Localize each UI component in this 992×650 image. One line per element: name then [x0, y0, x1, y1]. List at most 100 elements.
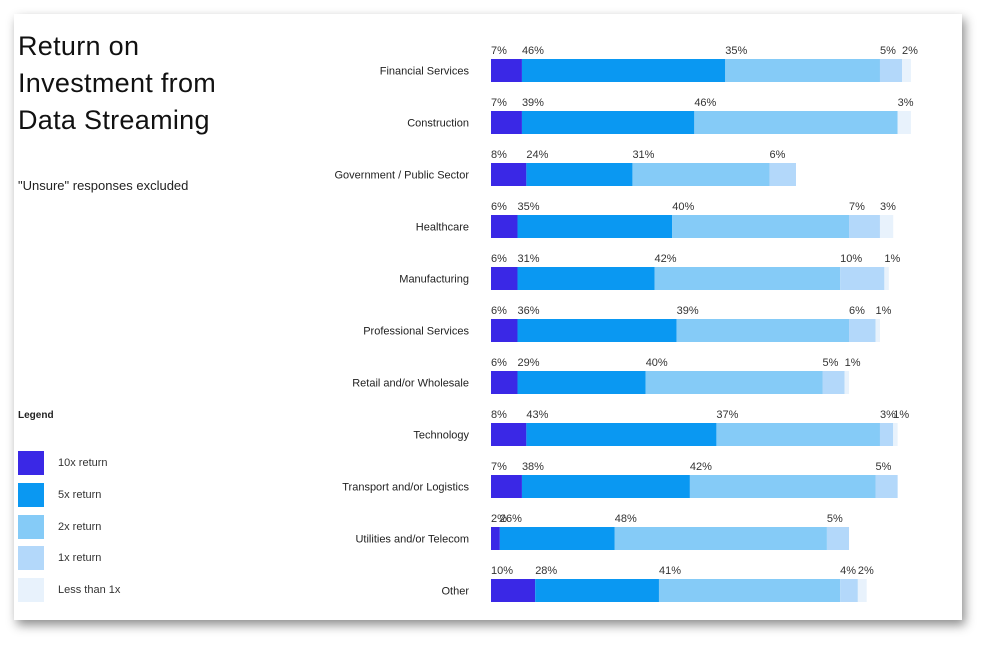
bar-other-10x-return	[491, 579, 536, 602]
data-label-professional-services-5x-return: 36%	[518, 305, 540, 317]
data-label-financial-services-less-than-1x: 2%	[902, 45, 918, 57]
bar-utilities-and-or-telecom-2x-return	[614, 527, 827, 550]
data-label-healthcare-2x-return: 40%	[672, 201, 694, 213]
legend-item-1x: 1x return	[18, 546, 101, 570]
data-label-utilities-and-or-telecom-5x-return: 26%	[500, 513, 522, 525]
data-label-retail-and-or-wholesale-1x-return: 5%	[823, 357, 839, 369]
bar-healthcare-less-than-1x	[879, 215, 894, 238]
category-label-other: Other	[441, 586, 469, 598]
bar-healthcare-2x-return	[672, 215, 850, 238]
data-label-construction-less-than-1x: 3%	[898, 97, 914, 109]
bar-manufacturing-2x-return	[654, 267, 841, 290]
bar-retail-and-or-wholesale-5x-return	[517, 371, 646, 394]
data-label-financial-services-5x-return: 46%	[522, 45, 544, 57]
legend-swatch-10x	[18, 451, 44, 475]
data-label-financial-services-1x-return: 5%	[880, 45, 896, 57]
bar-professional-services-less-than-1x	[875, 319, 880, 342]
category-label-financial-services: Financial Services	[380, 66, 470, 78]
data-label-manufacturing-5x-return: 31%	[518, 253, 540, 265]
bar-retail-and-or-wholesale-1x-return	[822, 371, 845, 394]
data-label-transport-and-or-logistics-10x-return: 7%	[491, 461, 507, 473]
bar-financial-services-5x-return	[521, 59, 726, 82]
bar-retail-and-or-wholesale-less-than-1x	[844, 371, 850, 394]
category-label-manufacturing: Manufacturing	[399, 274, 469, 286]
bar-financial-services-1x-return	[879, 59, 903, 82]
data-label-other-less-than-1x: 2%	[858, 565, 874, 577]
data-label-manufacturing-1x-return: 10%	[840, 253, 862, 265]
bar-financial-services-less-than-1x	[902, 59, 911, 82]
bar-financial-services-10x-return	[491, 59, 522, 82]
bar-other-2x-return	[658, 579, 841, 602]
bar-other-less-than-1x	[857, 579, 867, 602]
bar-professional-services-10x-return	[491, 319, 518, 342]
legend-swatch-2x	[18, 515, 44, 539]
data-label-financial-services-10x-return: 7%	[491, 45, 507, 57]
legend-label-1x: 1x return	[58, 552, 102, 564]
bar-construction-5x-return	[521, 111, 695, 134]
data-label-professional-services-2x-return: 39%	[677, 305, 699, 317]
category-label-construction: Construction	[407, 118, 469, 130]
data-label-utilities-and-or-telecom-10x-return: 2%	[491, 513, 507, 525]
data-label-government-public-sector-10x-return: 8%	[491, 149, 507, 161]
data-label-transport-and-or-logistics-2x-return: 42%	[690, 461, 712, 473]
bar-professional-services-5x-return	[517, 319, 677, 342]
data-label-technology-10x-return: 8%	[491, 409, 507, 421]
data-label-technology-5x-return: 43%	[526, 409, 548, 421]
bar-construction-2x-return	[694, 111, 898, 134]
bar-manufacturing-10x-return	[491, 267, 518, 290]
data-label-retail-and-or-wholesale-2x-return: 40%	[646, 357, 668, 369]
bar-manufacturing-less-than-1x	[884, 267, 889, 290]
bar-technology-less-than-1x	[893, 423, 898, 446]
data-label-construction-10x-return: 7%	[491, 97, 507, 109]
data-label-healthcare-1x-return: 7%	[849, 201, 865, 213]
data-label-professional-services-less-than-1x: 1%	[876, 305, 892, 317]
chart-title: Return on Investment from Data Streaming	[18, 31, 217, 135]
bar-utilities-and-or-telecom-1x-return	[826, 527, 850, 550]
legend-label-10x: 10x return	[58, 457, 108, 469]
category-label-technology: Technology	[413, 430, 469, 442]
bar-manufacturing-5x-return	[517, 267, 655, 290]
category-label-government-public-sector: Government / Public Sector	[334, 170, 469, 182]
category-label-healthcare: Healthcare	[416, 222, 469, 234]
legend-label-5x: 5x return	[58, 489, 102, 501]
bar-government-public-sector-5x-return	[526, 163, 633, 186]
bar-government-public-sector-2x-return	[632, 163, 770, 186]
bar-utilities-and-or-telecom-10x-return	[491, 527, 500, 550]
category-label-transport-and-or-logistics: Transport and/or Logistics	[342, 482, 469, 494]
data-label-healthcare-10x-return: 6%	[491, 201, 507, 213]
bar-transport-and-or-logistics-5x-return	[521, 475, 690, 498]
bar-professional-services-2x-return	[676, 319, 850, 342]
data-label-construction-5x-return: 39%	[522, 97, 544, 109]
data-label-transport-and-or-logistics-1x-return: 5%	[876, 461, 892, 473]
legend-title: Legend	[18, 410, 54, 421]
data-label-technology-1x-return: 3%	[880, 409, 896, 421]
data-label-financial-services-2x-return: 35%	[725, 45, 747, 57]
legend-swatch-5x	[18, 483, 44, 507]
bar-technology-1x-return	[879, 423, 894, 446]
bar-technology-10x-return	[491, 423, 527, 446]
data-label-other-5x-return: 28%	[535, 565, 557, 577]
data-label-manufacturing-less-than-1x: 1%	[884, 253, 900, 265]
bar-financial-services-2x-return	[725, 59, 880, 82]
bar-other-1x-return	[840, 579, 858, 602]
data-label-retail-and-or-wholesale-10x-return: 6%	[491, 357, 507, 369]
bar-technology-5x-return	[526, 423, 717, 446]
bar-government-public-sector-10x-return	[491, 163, 527, 186]
data-label-other-2x-return: 41%	[659, 565, 681, 577]
data-label-professional-services-10x-return: 6%	[491, 305, 507, 317]
legend-swatch-less-than-1x	[18, 578, 44, 602]
chart-subtitle: "Unsure" responses excluded	[18, 178, 189, 193]
data-label-utilities-and-or-telecom-1x-return: 5%	[827, 513, 843, 525]
bar-construction-10x-return	[491, 111, 522, 134]
bar-retail-and-or-wholesale-2x-return	[645, 371, 823, 394]
legend-item-10x: 10x return	[18, 451, 108, 475]
bar-professional-services-1x-return	[849, 319, 876, 342]
category-label-professional-services: Professional Services	[363, 326, 469, 338]
bar-construction-less-than-1x	[897, 111, 911, 134]
bar-retail-and-or-wholesale-10x-return	[491, 371, 518, 394]
bar-technology-2x-return	[716, 423, 880, 446]
legend-label-2x: 2x return	[58, 521, 102, 533]
data-label-retail-and-or-wholesale-less-than-1x: 1%	[845, 357, 861, 369]
category-label-retail-and-or-wholesale: Retail and/or Wholesale	[352, 378, 469, 390]
bar-healthcare-5x-return	[517, 215, 673, 238]
